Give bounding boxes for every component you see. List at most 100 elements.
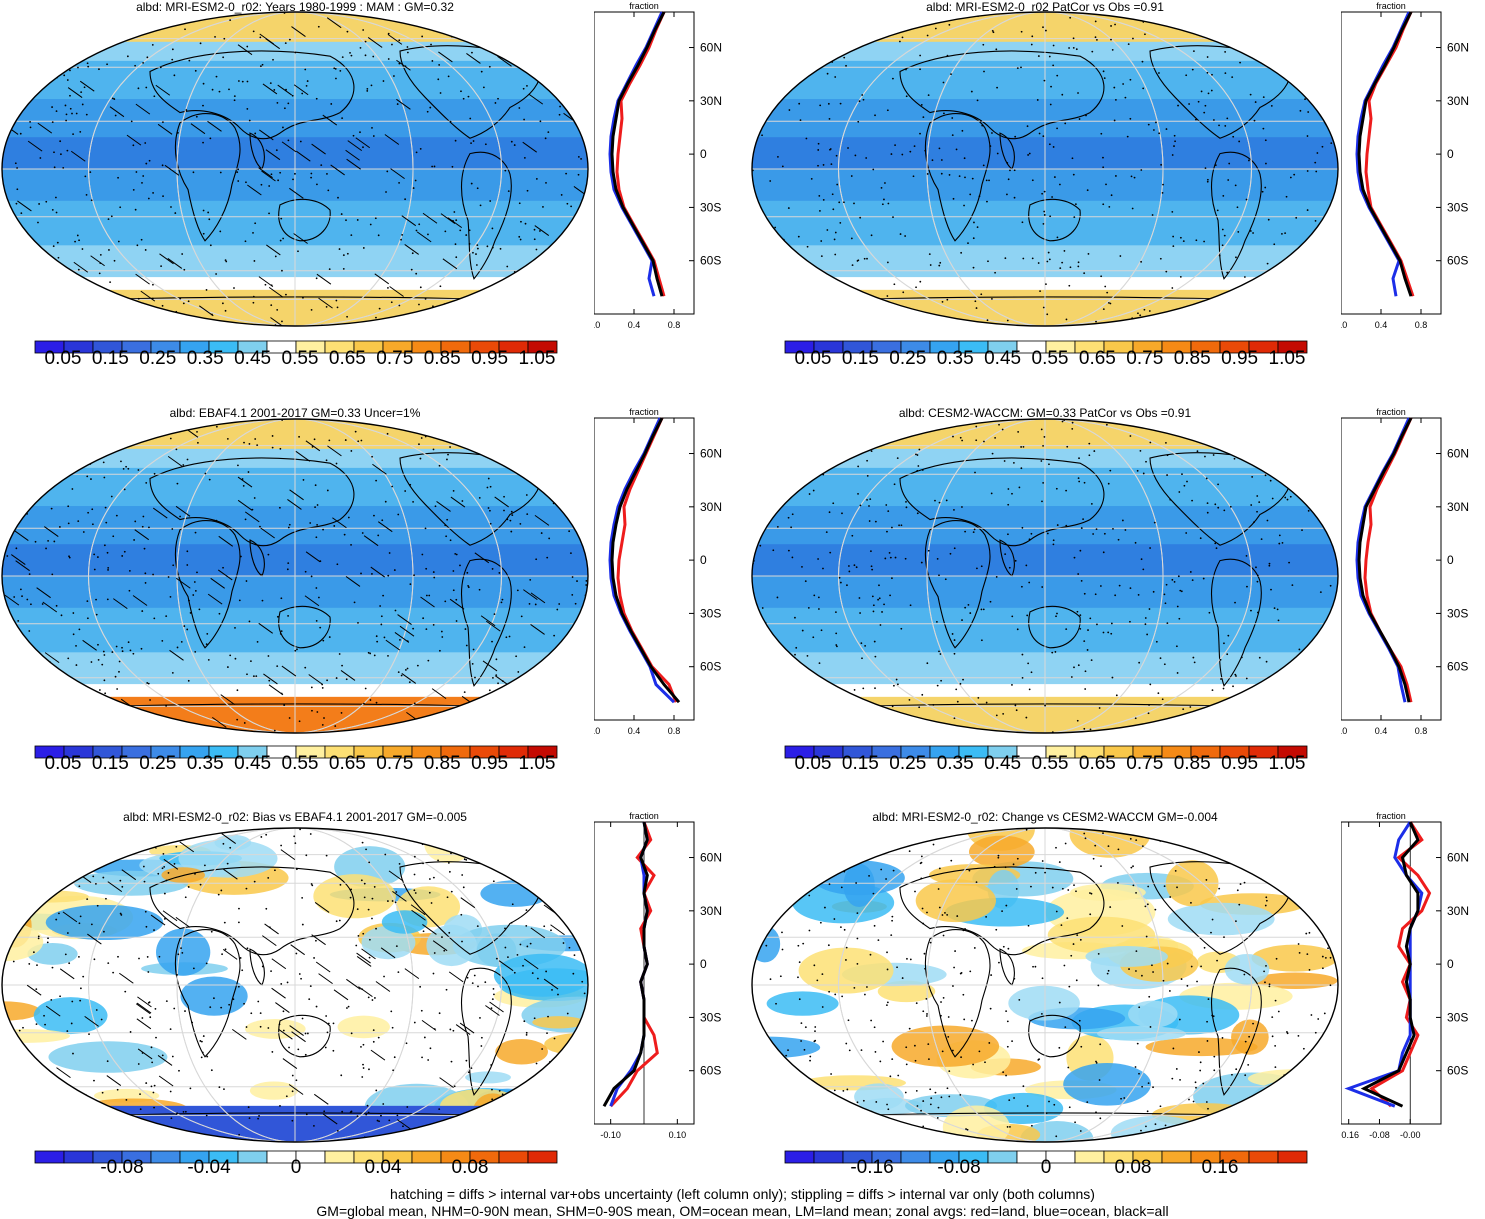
zonal-ytick: 30N xyxy=(1447,500,1469,514)
zonal-ytick: 0 xyxy=(700,957,707,971)
colorbar-swatch xyxy=(900,1150,931,1164)
colorbar-label: 0.05 xyxy=(44,348,82,369)
zonal-xtick: -0.08 xyxy=(1369,1130,1390,1140)
zonal-plot-bottom-left: fraction -0.10 0.10 60N 30N 0 30S 60S xyxy=(594,811,722,1140)
colorbar-swatch xyxy=(1277,340,1308,354)
zonal-ytick: 0 xyxy=(1447,553,1454,567)
colorbar-label: 0.75 xyxy=(1126,753,1164,774)
colorbar-label: 0.75 xyxy=(376,348,414,369)
zonal-ytick: 30S xyxy=(1447,1010,1468,1024)
coastline-5 xyxy=(1211,967,1262,1096)
colorbar-label: 0.15 xyxy=(841,348,879,369)
colorbar-label: 0.65 xyxy=(328,348,366,369)
colorbar-swatch xyxy=(1277,745,1308,759)
panel-title: albd: MRI-ESM2-0_r02: Bias vs EBAF4.1 20… xyxy=(123,810,467,824)
coastline-1 xyxy=(149,50,355,140)
zonal-xtick: -0.10 xyxy=(600,1130,621,1140)
zonal-xtick: 0.8 xyxy=(1415,320,1428,330)
zonal-xtick: 0.8 xyxy=(668,320,681,330)
colorbar-label: 0.05 xyxy=(794,348,832,369)
zonal-ytick: 30S xyxy=(1447,606,1468,620)
coastline-5 xyxy=(461,558,512,687)
coastline-0 xyxy=(924,929,991,1058)
colorbar-label: 1.05 xyxy=(518,753,556,774)
coastline-0 xyxy=(924,520,991,649)
zonal-xtick: -0.00 xyxy=(1400,1130,1421,1140)
zonal-ytick: 60N xyxy=(700,41,722,55)
colorbar-label: -0.08 xyxy=(100,1157,144,1178)
coastline-3 xyxy=(1028,198,1081,242)
coastline-6 xyxy=(1269,27,1316,52)
zonal-ytick: 60N xyxy=(1447,851,1469,865)
colorbar-label: 0.85 xyxy=(423,348,461,369)
colorbar-label: 0.65 xyxy=(1078,348,1116,369)
colorbar-label: 0.65 xyxy=(328,753,366,774)
colorbar-swatch xyxy=(527,1150,558,1164)
colorbar-swatch xyxy=(1074,1150,1105,1164)
zonal-xlabel: fraction xyxy=(629,1,659,11)
coastline-6 xyxy=(519,434,566,459)
colorbar-swatch xyxy=(784,1150,815,1164)
coastline-1 xyxy=(149,457,355,547)
colorbar-label: 0.85 xyxy=(1173,348,1211,369)
zonal-xtick: 0.0 xyxy=(1341,320,1347,330)
zonal-ytick: 0 xyxy=(700,553,707,567)
colorbar-swatch xyxy=(150,1150,181,1164)
zonal-ytick: 30S xyxy=(700,200,721,214)
colorbar-label: 1.05 xyxy=(518,348,556,369)
zonal-xtick: 0.8 xyxy=(668,726,681,736)
coastline-6 xyxy=(519,843,566,868)
colorbar-swatch xyxy=(34,1150,65,1164)
colorbar-label: -0.04 xyxy=(187,1157,231,1178)
zonal-xtick: 0.8 xyxy=(1415,726,1428,736)
colorbar-label: 0.35 xyxy=(186,753,224,774)
zonal-all-line xyxy=(610,11,666,297)
colorbar-label: 0.45 xyxy=(984,348,1022,369)
zonal-xlabel: fraction xyxy=(1376,811,1406,821)
colorbar-label: 0 xyxy=(1040,1157,1052,1178)
colorbar-label: 0.75 xyxy=(1126,348,1164,369)
coastline-5 xyxy=(461,151,512,280)
colorbar-label: 0.25 xyxy=(889,753,927,774)
colorbar-swatch xyxy=(813,1150,844,1164)
colorbar-label: 0.15 xyxy=(91,348,129,369)
coastline-3 xyxy=(278,1014,331,1058)
colorbar-swatch xyxy=(237,1150,268,1164)
colorbar-label: -0.08 xyxy=(937,1157,981,1178)
zonal-ytick: 60N xyxy=(1447,41,1469,55)
zonal-ytick: 60S xyxy=(1447,1064,1468,1078)
zonal-plot-middle-right: fraction 0.0 0.4 0.8 60N 30N 0 30S 60S xyxy=(1341,407,1469,736)
colorbar-label: 0.45 xyxy=(234,753,272,774)
map-top-left xyxy=(1,11,589,327)
zonal-xtick: 0.4 xyxy=(1375,320,1388,330)
zonal-xtick: 0.10 xyxy=(669,1130,687,1140)
colorbar-label: 0.95 xyxy=(1221,348,1259,369)
coastline-5 xyxy=(1211,558,1262,687)
colorbar-label: -0.16 xyxy=(850,1157,894,1178)
coastline-6 xyxy=(1269,434,1316,459)
zonal-ytick: 60S xyxy=(1447,254,1468,268)
zonal-ytick: 60S xyxy=(700,254,721,268)
zonal-ytick: 30N xyxy=(1447,904,1469,918)
colorbar-swatch xyxy=(987,1150,1018,1164)
zonal-plot-bottom-right: fraction -0.16 -0.08 -0.00 60N 30N 0 30S 60S xyxy=(1341,811,1469,1140)
zonal-ytick: 30N xyxy=(700,94,722,108)
zonal-xtick: 0.4 xyxy=(628,726,641,736)
zonal-xlabel: fraction xyxy=(629,811,659,821)
colorbar-label: 0.75 xyxy=(376,753,414,774)
zonal-plot-top-right: fraction 0.0 0.4 0.8 60N 30N 0 30S 60S xyxy=(1341,1,1469,330)
zonal-ytick: 30N xyxy=(700,904,722,918)
colorbar-swatch xyxy=(1161,1150,1192,1164)
zonal-ytick: 60N xyxy=(700,851,722,865)
colorbar-label: 0.55 xyxy=(1031,348,1069,369)
colorbar-label: 0.05 xyxy=(794,753,832,774)
zonal-ytick: 60S xyxy=(700,1064,721,1078)
colorbar xyxy=(784,745,1308,764)
zonal-all-line xyxy=(602,821,649,1107)
zonal-ocean-line xyxy=(1355,11,1411,297)
zonal-xtick: -0.16 xyxy=(1341,1130,1359,1140)
colorbar-label: 0.65 xyxy=(1078,753,1116,774)
colorbar-swatch xyxy=(324,1150,355,1164)
zonal-all-line xyxy=(1360,821,1420,1108)
coastline-3 xyxy=(278,605,331,649)
